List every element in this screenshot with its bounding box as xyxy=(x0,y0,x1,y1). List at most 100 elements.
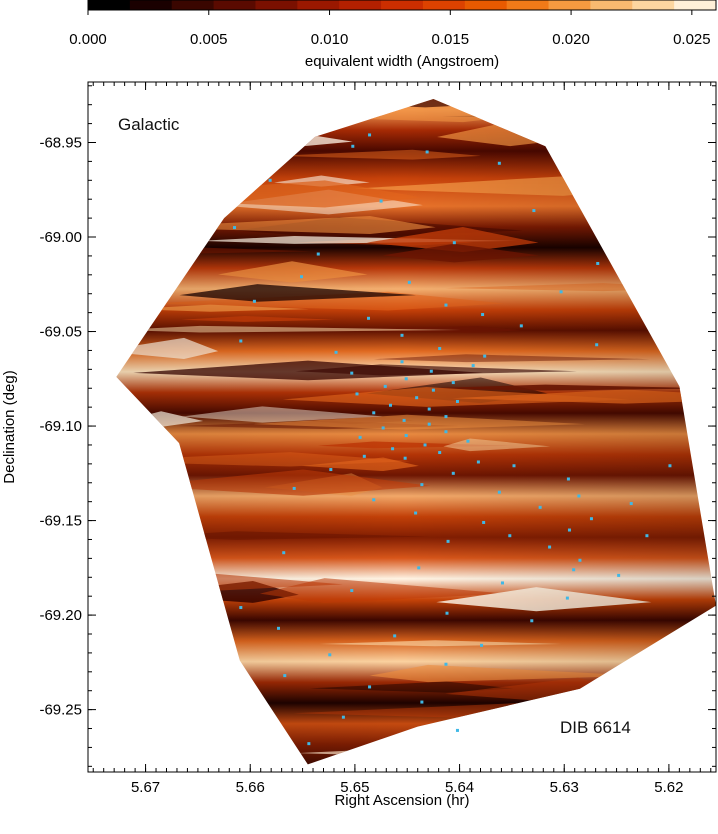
heatmap-streak xyxy=(116,700,269,720)
star-marker xyxy=(391,447,395,451)
star-marker xyxy=(451,471,455,475)
star-marker xyxy=(239,606,243,610)
colorbar-swatch xyxy=(88,0,131,10)
star-marker xyxy=(446,539,450,543)
colorbar-swatch xyxy=(171,0,215,10)
star-marker xyxy=(567,528,571,532)
star-marker xyxy=(668,464,672,468)
star-marker xyxy=(429,369,433,373)
y-tick-label: -69.25 xyxy=(39,702,82,719)
star-marker xyxy=(372,498,376,502)
star-marker xyxy=(483,354,487,358)
star-markers xyxy=(233,133,672,746)
star-marker xyxy=(329,468,333,472)
star-marker xyxy=(403,456,407,460)
star-marker xyxy=(415,396,419,400)
star-marker xyxy=(420,700,424,704)
y-axis-label: Declination (deg) xyxy=(1,370,18,483)
heatmap-streak xyxy=(121,141,293,157)
star-marker xyxy=(239,339,243,343)
star-marker xyxy=(400,360,404,364)
star-marker xyxy=(407,280,411,284)
star-marker xyxy=(500,581,504,585)
heatmap-area xyxy=(116,99,717,765)
y-tick-label: -69.20 xyxy=(39,607,82,624)
star-marker xyxy=(292,486,296,490)
star-marker xyxy=(471,364,475,368)
star-marker xyxy=(233,226,237,230)
star-marker xyxy=(427,422,431,426)
colorbar-swatch xyxy=(590,0,633,10)
star-marker xyxy=(316,252,320,256)
colorbar-swatch xyxy=(506,0,550,10)
star-marker xyxy=(368,133,372,137)
star-marker xyxy=(362,454,366,458)
annotation-dib: DIB 6614 xyxy=(560,718,631,737)
star-marker xyxy=(427,407,431,411)
colorbar-swatch xyxy=(339,0,382,10)
star-marker xyxy=(645,534,649,538)
star-marker xyxy=(438,347,442,351)
colorbar-swatch xyxy=(674,0,717,10)
y-tick-label: -69.00 xyxy=(39,229,82,246)
star-marker xyxy=(538,505,542,509)
star-marker xyxy=(519,324,523,328)
star-marker xyxy=(438,451,442,455)
star-marker xyxy=(596,261,600,265)
colorbar-swatch xyxy=(381,0,424,10)
star-marker xyxy=(367,316,371,320)
x-tick-label: 5.67 xyxy=(131,779,160,796)
star-marker xyxy=(595,343,599,347)
colorbar-tick-label: 0.005 xyxy=(190,31,228,48)
star-marker xyxy=(283,674,287,678)
star-marker xyxy=(400,333,404,337)
star-marker xyxy=(444,662,448,666)
star-marker xyxy=(455,728,459,732)
star-marker xyxy=(425,150,429,154)
star-marker xyxy=(358,435,362,439)
colorbar-tick-label: 0.020 xyxy=(552,31,590,48)
star-marker xyxy=(414,511,418,515)
star-marker xyxy=(572,568,576,572)
star-marker xyxy=(512,464,516,468)
star-marker xyxy=(481,313,485,317)
colorbar-swatch xyxy=(464,0,508,10)
star-marker xyxy=(532,209,536,213)
y-tick-label: -69.05 xyxy=(39,324,82,341)
colorbar-swatch xyxy=(297,0,340,10)
star-marker xyxy=(476,460,480,464)
star-marker xyxy=(402,418,406,422)
star-marker xyxy=(334,350,338,354)
star-marker xyxy=(444,303,448,307)
colorbar-swatch xyxy=(213,0,256,10)
colorbar-tick-label: 0.015 xyxy=(432,31,470,48)
star-marker xyxy=(589,517,593,521)
star-marker xyxy=(404,434,408,438)
star-marker xyxy=(381,426,385,430)
star-marker xyxy=(393,634,397,638)
star-marker xyxy=(388,403,392,407)
colorbar-tick-label: 0.010 xyxy=(311,31,349,48)
star-marker xyxy=(578,558,582,562)
star-marker xyxy=(480,643,484,647)
star-marker xyxy=(379,199,383,203)
star-marker xyxy=(497,161,501,165)
star-marker xyxy=(404,377,408,381)
heatmap-streak xyxy=(116,195,207,201)
x-tick-label: 5.66 xyxy=(236,779,265,796)
y-tick-label: -68.95 xyxy=(39,134,82,151)
heatmap-shade xyxy=(116,99,716,765)
plot-frame xyxy=(87,81,717,773)
colorbar-frame xyxy=(87,0,717,11)
star-marker xyxy=(372,411,376,415)
colorbar-ticks xyxy=(87,10,693,15)
colorbar-label: equivalent width (Angstroem) xyxy=(305,53,499,70)
star-marker xyxy=(559,290,563,294)
colorbar-tick-label: 0.000 xyxy=(69,31,107,48)
star-marker xyxy=(577,494,581,498)
star-marker xyxy=(423,443,427,447)
annotation-galactic: Galactic xyxy=(118,115,180,134)
star-marker xyxy=(617,573,621,577)
colorbar-swatch xyxy=(548,0,591,10)
